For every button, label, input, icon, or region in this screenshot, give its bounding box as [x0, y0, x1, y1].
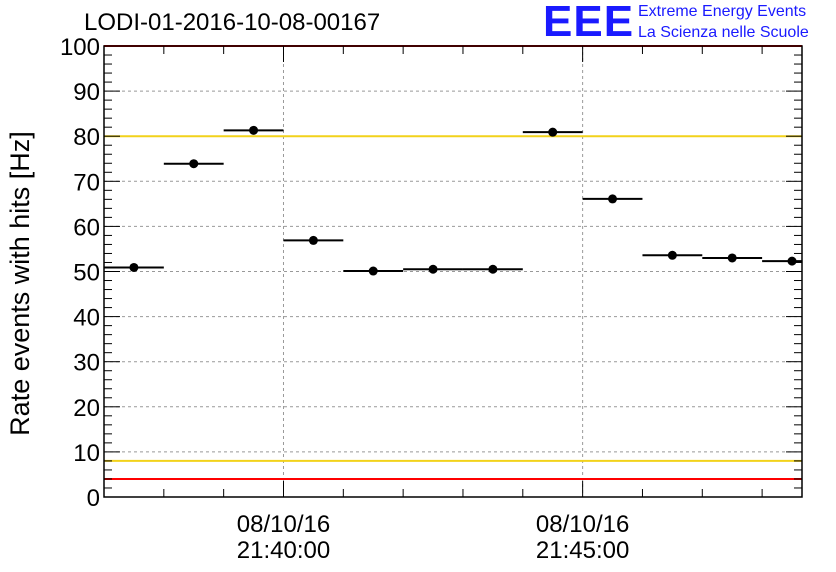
y-tick-label: 60 [73, 214, 100, 241]
data-point [403, 264, 463, 274]
reference-lines [104, 45, 802, 480]
y-tick-label: 90 [73, 79, 100, 106]
point-marker [428, 264, 438, 274]
data-point [283, 235, 344, 245]
y-tick-label: 40 [73, 305, 100, 332]
data-point [462, 264, 523, 274]
data-point [522, 127, 583, 137]
x-tick-label-date: 08/10/16 [536, 511, 629, 538]
point-marker [608, 194, 618, 204]
point-marker [249, 125, 259, 135]
x-tick-label-time: 21:45:00 [536, 537, 629, 564]
point-marker [787, 256, 797, 266]
data-point [343, 266, 404, 276]
point-marker [488, 264, 498, 274]
data-point [223, 125, 284, 135]
y-tick-label: 80 [73, 124, 100, 151]
point-marker [727, 253, 737, 263]
point-marker [368, 266, 378, 276]
eee-logo: EEE [543, 0, 635, 46]
point-marker [308, 235, 318, 245]
axis-ticks [103, 45, 802, 498]
x-tick-label-time: 21:40:00 [237, 537, 330, 564]
point-marker [129, 262, 139, 272]
y-axis-label: Rate events with hits [Hz] [5, 131, 35, 436]
point-marker [189, 159, 199, 169]
y-tick-label: 70 [73, 169, 100, 196]
logo-line-2: La Scienza nelle Scuole [638, 24, 809, 41]
point-marker [667, 250, 677, 260]
y-tick-labels: 0 10 20 30 40 50 60 70 80 90 100 [60, 34, 100, 512]
y-tick-label: 10 [73, 440, 100, 467]
data-point [582, 194, 643, 204]
data-point [702, 253, 763, 263]
grid-lines [104, 46, 802, 497]
y-tick-label: 0 [87, 485, 100, 512]
x-tick-label-date: 08/10/16 [237, 511, 330, 538]
data-point [762, 256, 802, 266]
data-points [104, 125, 802, 276]
data-point [642, 250, 703, 260]
point-marker [548, 127, 558, 137]
data-point [163, 159, 224, 169]
y-tick-label: 20 [73, 395, 100, 422]
y-tick-label: 100 [60, 34, 100, 61]
chart-title: LODI-01-2016-10-08-00167 [84, 9, 381, 36]
data-point [104, 262, 164, 272]
logo-line-1: Extreme Energy Events [638, 3, 807, 20]
y-tick-label: 30 [73, 350, 100, 377]
y-tick-label: 50 [73, 260, 100, 287]
